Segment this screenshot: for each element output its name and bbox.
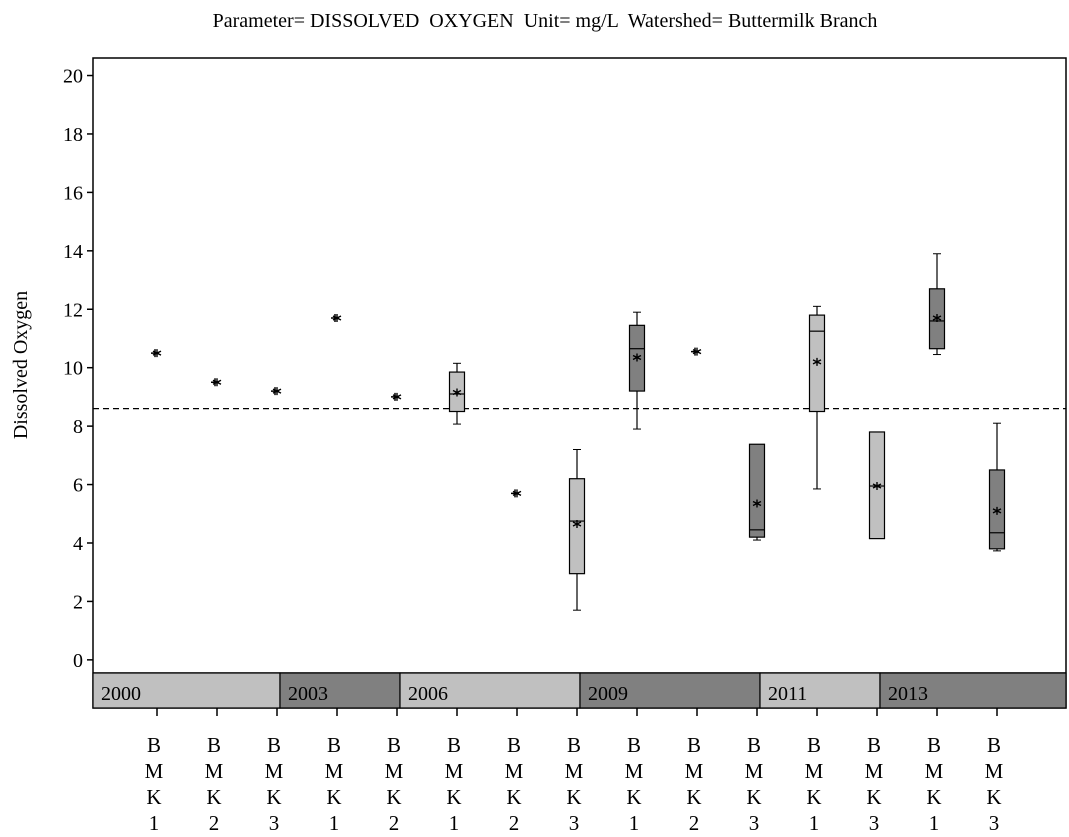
block-label: 2013 xyxy=(888,683,928,705)
y-tick-label: 20 xyxy=(63,66,83,88)
block xyxy=(879,672,1067,709)
mean-marker xyxy=(512,489,522,498)
x-tick-label: BMK3 xyxy=(982,733,1006,837)
x-tick-label: BMK2 xyxy=(202,733,226,837)
mean-marker xyxy=(632,353,642,362)
y-tick-label: 18 xyxy=(63,124,83,146)
block-label: 2011 xyxy=(768,683,807,705)
y-tick-label: 0 xyxy=(73,650,83,672)
block xyxy=(759,672,881,709)
block xyxy=(279,672,401,709)
y-tick-label: 4 xyxy=(73,533,83,555)
block xyxy=(579,672,761,709)
y-axis-label: Dissolved Oxygen xyxy=(10,291,32,439)
block-label: 2009 xyxy=(588,683,628,705)
block-label: 2003 xyxy=(288,683,328,705)
mean-marker xyxy=(812,357,822,366)
x-tick-label: BMK3 xyxy=(742,733,766,837)
block-label: 2000 xyxy=(101,683,141,705)
y-tick-label: 6 xyxy=(73,475,83,497)
y-tick-label: 16 xyxy=(63,182,83,204)
mean-marker xyxy=(332,314,342,323)
x-tick-label: BMK2 xyxy=(382,733,406,837)
chart-title: Parameter= DISSOLVED OXYGEN Unit= mg/L W… xyxy=(213,10,878,32)
x-tick-label: BMK1 xyxy=(622,733,646,837)
mean-marker xyxy=(272,387,282,396)
x-tick-label: BMK1 xyxy=(142,733,166,837)
x-tick-label: BMK1 xyxy=(442,733,466,837)
x-tick-label: BMK1 xyxy=(922,733,946,837)
x-tick-label: BMK2 xyxy=(502,733,526,837)
x-tick-label: BMK1 xyxy=(322,733,346,837)
block-label: 2006 xyxy=(408,683,448,705)
y-tick-label: 12 xyxy=(63,299,83,321)
mean-marker xyxy=(572,519,582,528)
mean-marker xyxy=(932,314,942,323)
mean-marker xyxy=(452,388,462,397)
mean-marker xyxy=(692,347,702,356)
x-tick-label: BMK3 xyxy=(562,733,586,837)
x-tick-label: BMK2 xyxy=(682,733,706,837)
x-tick-label: BMK1 xyxy=(802,733,826,837)
y-tick-label: 8 xyxy=(73,416,83,438)
y-tick-label: 10 xyxy=(63,358,83,380)
y-tick-label: 2 xyxy=(73,591,83,613)
y-tick-label: 14 xyxy=(63,241,83,263)
x-tick-label: BMK3 xyxy=(862,733,886,837)
mean-marker xyxy=(872,482,882,491)
mean-marker xyxy=(992,506,1002,515)
mean-marker xyxy=(752,499,762,508)
mean-marker xyxy=(152,349,162,358)
mean-marker xyxy=(392,392,402,401)
box xyxy=(748,443,766,538)
mean-marker xyxy=(212,378,222,387)
x-tick-label: BMK3 xyxy=(262,733,286,837)
